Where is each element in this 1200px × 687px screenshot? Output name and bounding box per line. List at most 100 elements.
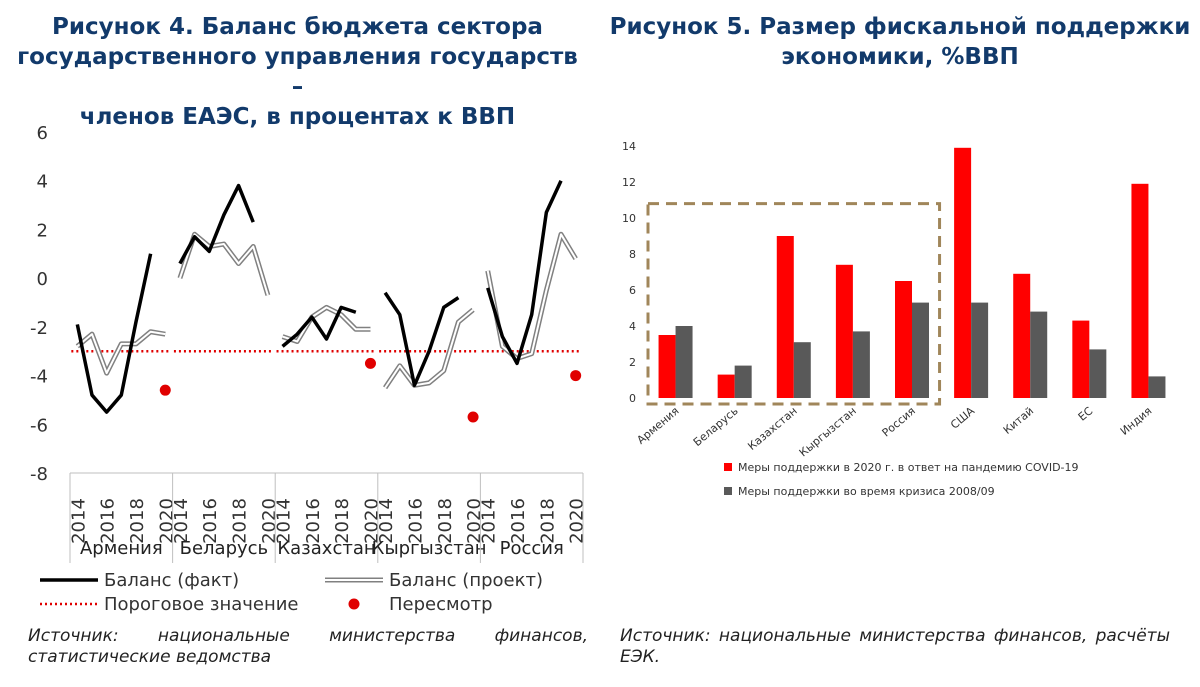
year-tick-label: 2020: [156, 498, 177, 544]
bar-covid: [1072, 320, 1090, 398]
revision-point: [159, 384, 171, 396]
eaeu-highlight-box: [646, 202, 942, 406]
project-line-inner: [76, 330, 166, 375]
legend-fact-label: Баланс (факт): [104, 570, 239, 591]
year-tick-label: 2018: [332, 498, 353, 544]
bar-crisis-2008: [912, 302, 929, 398]
bar-covid: [1013, 273, 1031, 398]
category-label: Беларусь: [691, 404, 741, 449]
legend-revision-swatch: [348, 598, 360, 610]
category-label: Кыргызстан: [797, 404, 859, 459]
project-line-inner: [486, 233, 577, 360]
category-label: Индия: [1118, 404, 1155, 438]
y-tick-label: 8: [629, 248, 636, 261]
y-tick-label: -6: [30, 415, 48, 436]
year-tick-label: 2016: [200, 498, 221, 544]
fact-line: [486, 179, 563, 366]
bar-crisis-2008: [793, 342, 811, 398]
project-line-inner: [178, 233, 269, 296]
y-tick-label: 6: [37, 123, 48, 144]
year-tick-label: 2016: [405, 498, 426, 544]
category-label: ЕС: [1076, 404, 1096, 424]
category-label: Китай: [1001, 404, 1036, 437]
legend-covid-swatch: [724, 463, 732, 471]
legend-crisis-swatch: [724, 487, 732, 495]
bar-crisis-2008: [971, 302, 989, 398]
project-line-inner: [384, 309, 474, 389]
fact-line: [383, 291, 460, 388]
group-label: Армения: [80, 538, 163, 559]
y-tick-label: 12: [622, 176, 636, 189]
y-tick-label: -8: [30, 464, 48, 485]
y-tick-label: 6: [629, 284, 636, 297]
bar-crisis-2008: [852, 331, 870, 398]
y-tick-label: 14: [622, 140, 636, 153]
figure5-source: Источник: национальные министерства фина…: [620, 626, 1170, 667]
revision-point: [467, 411, 479, 423]
year-tick-label: 2018: [435, 498, 456, 544]
legend-project-label: Баланс (проект): [389, 570, 543, 591]
group-label: Казахстан: [277, 538, 375, 559]
bar-covid: [776, 236, 794, 398]
revision-point: [364, 357, 376, 369]
figure5-title: Рисунок 5. Размер фискальной поддержки э…: [605, 12, 1195, 72]
year-tick-label: 2018: [230, 498, 251, 544]
fact-line: [178, 183, 255, 265]
y-tick-label: -4: [30, 367, 48, 388]
bar-crisis-2008: [734, 365, 752, 398]
year-tick-label: 2020: [361, 498, 382, 544]
year-tick-label: 2020: [464, 498, 485, 544]
y-tick-label: 0: [37, 269, 48, 290]
figure4-title-line: государственного управления государств –: [17, 44, 578, 100]
legend-revision-label: Пересмотр: [389, 594, 493, 615]
bar-crisis-2008: [1089, 349, 1107, 398]
figure4-title-line: членов ЕАЭС, в процентах к ВВП: [79, 104, 516, 130]
figure4-title-line: Рисунок 4. Баланс бюджета сектора: [52, 14, 543, 40]
bar-covid: [954, 147, 972, 398]
year-tick-label: 2020: [259, 498, 280, 544]
category-label: Армения: [634, 404, 681, 446]
bar-covid: [895, 281, 912, 398]
y-tick-label: -2: [30, 318, 48, 339]
bar-crisis-2008: [1148, 376, 1166, 398]
bar-covid: [1131, 183, 1149, 398]
group-label: Беларусь: [180, 538, 269, 559]
bar-covid: [835, 264, 853, 398]
legend-threshold-label: Пороговое значение: [104, 594, 299, 615]
group-label: Кыргызстан: [372, 538, 487, 559]
year-tick-label: 2020: [567, 498, 588, 544]
year-tick-label: 2016: [98, 498, 119, 544]
y-tick-label: 10: [622, 212, 636, 225]
year-tick-label: 2018: [537, 498, 558, 544]
figure4-source: Источник: национальные министерства фина…: [28, 626, 588, 667]
year-tick-label: 2014: [171, 498, 192, 544]
year-tick-label: 2014: [376, 498, 397, 544]
project-line-inner: [282, 306, 371, 343]
category-label: Россия: [880, 404, 918, 439]
year-tick-label: 2018: [127, 498, 148, 544]
legend-crisis-label: Меры поддержки во время кризиса 2008/09: [738, 485, 995, 498]
revision-point: [570, 370, 582, 382]
figure5-title-line: экономики, %ВВП: [781, 44, 1019, 70]
y-tick-label: 4: [629, 320, 636, 333]
year-tick-label: 2014: [68, 498, 89, 544]
year-tick-label: 2016: [508, 498, 529, 544]
figure5-title-line: Рисунок 5. Размер фискальной поддержки: [609, 14, 1191, 40]
fact-line: [75, 253, 153, 414]
bar-covid: [658, 335, 676, 398]
y-tick-label: 4: [37, 172, 48, 193]
figure4-title: Рисунок 4. Баланс бюджета сектора госуда…: [10, 12, 585, 132]
year-tick-label: 2014: [479, 498, 500, 544]
y-tick-label: 2: [37, 220, 48, 241]
y-tick-label: 2: [629, 356, 636, 369]
bar-crisis-2008: [675, 326, 693, 398]
category-label: Казахстан: [745, 404, 799, 453]
y-tick-label: 0: [629, 392, 636, 405]
group-label: Россия: [500, 538, 564, 559]
fact-line: [281, 305, 357, 348]
bar-crisis-2008: [1030, 311, 1048, 398]
year-tick-label: 2016: [303, 498, 324, 544]
year-tick-label: 2014: [274, 498, 295, 544]
